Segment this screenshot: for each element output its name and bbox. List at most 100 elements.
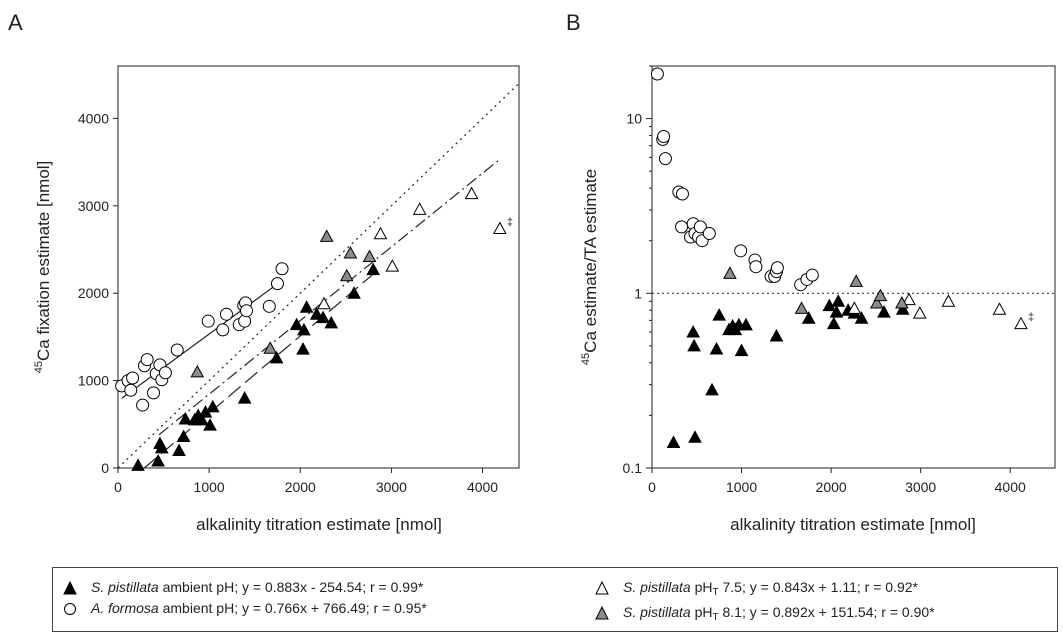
legend-fit: ; y = 0.883x - 254.54; r = 0.99*	[234, 579, 424, 595]
panel-b-x-tick-label: 4000	[995, 479, 1026, 495]
point-sp_amb	[296, 342, 310, 355]
point-af_amb	[693, 220, 707, 234]
panel-a-x-tick-label: 2000	[285, 479, 316, 495]
panel-a-frame	[117, 65, 520, 469]
point-sp_amb	[712, 308, 727, 321]
point-sp_amb	[324, 315, 339, 329]
legend-entry-sp-ph81: S. pistillata pHT 8.1; y = 0.892x + 151.…	[595, 603, 935, 623]
point-sp_81	[794, 301, 809, 314]
point-sp_amb	[739, 317, 753, 331]
point-af_amb	[749, 260, 763, 274]
fit-line-af_amb	[121, 281, 281, 399]
point-sp_amb	[877, 305, 891, 318]
point-af_amb	[147, 386, 161, 400]
point-sp_amb	[666, 435, 681, 448]
open-circle-icon	[64, 603, 76, 615]
fit-line-sp_75	[158, 158, 501, 436]
point-sp_75	[373, 226, 388, 240]
point-sp_amb	[709, 341, 724, 355]
point-sp_81	[362, 249, 377, 263]
panel-a-y-tick-label: 3000	[78, 198, 109, 214]
point-sp_amb	[289, 317, 304, 331]
panel-b-x-tick-label: 1000	[726, 479, 757, 495]
fit-line-identity	[117, 83, 520, 469]
panel-b-y-label-sup: 45	[580, 353, 592, 365]
point-af_amb	[158, 366, 172, 380]
point-sp_amb	[154, 440, 169, 454]
panel-a-x-tick-label: 4000	[467, 479, 498, 495]
point-sp_amb	[686, 325, 701, 338]
legend-species: S. pistillata	[623, 579, 691, 595]
point-sp_75	[412, 202, 427, 215]
point-af_amb	[262, 299, 276, 313]
legend-species: S. pistillata	[91, 579, 159, 595]
point-sp_amb	[299, 300, 314, 313]
legend-entry-sp-ambient: S. pistillata ambient pH; y = 0.883x - 2…	[63, 578, 423, 596]
black-triangle-icon	[63, 580, 77, 595]
panel-b-y-tick-label: 1	[634, 285, 642, 301]
panel-a-y-label-sup: 45	[33, 361, 45, 373]
point-af_amb	[270, 277, 284, 291]
point-af_amb	[216, 323, 230, 337]
point-sp_amb	[895, 302, 910, 315]
open-triangle-icon	[595, 580, 609, 595]
point-sp_amb	[269, 350, 284, 364]
panel-a-y-label-main: Ca fixation estimate [nmol]	[34, 161, 53, 361]
point-sp_amb	[316, 310, 330, 324]
gray-triangle-icon	[595, 605, 609, 620]
point-sp_75	[992, 302, 1007, 315]
point-sp_81	[343, 245, 358, 259]
panel-a-y-axis-label: 45Ca fixation estimate [nmol]	[33, 161, 53, 374]
point-sp_amb	[769, 328, 784, 342]
point-sp_81	[723, 266, 737, 279]
point-sp_amb	[801, 311, 816, 324]
panel-b-label: B	[566, 10, 581, 35]
panel-b-y-label-main: Ca estimate/TA estimate	[581, 169, 600, 353]
point-sp_75	[902, 292, 916, 306]
point-sp_75	[464, 186, 479, 200]
point-sp_amb	[705, 382, 719, 396]
panel-b-x-tick-label: 2000	[816, 479, 847, 495]
point-af_amb	[734, 244, 748, 258]
point-sp_amb	[297, 322, 311, 336]
point-sp_amb	[829, 305, 844, 318]
point-af_amb	[650, 67, 664, 81]
point-sp_81	[873, 288, 888, 302]
point-sp_81	[895, 295, 909, 309]
point-sp_75	[493, 221, 507, 235]
point-sp_amb	[734, 343, 749, 357]
point-sp_75	[941, 294, 956, 307]
panel-a-y-tick-label: 0	[101, 460, 109, 476]
legend-species: A. formosa	[91, 600, 159, 616]
panel-a-x-axis-label: alkalinity titration estimate [nmol]	[196, 515, 442, 534]
legend-box: S. pistillata ambient pH; y = 0.883x - 2…	[52, 567, 1058, 632]
point-af_amb	[126, 371, 140, 385]
point-sp_81	[869, 295, 884, 309]
panel-b-y-axis-label: 45Ca estimate/TA estimate	[580, 169, 600, 365]
figure-canvas: A 0 1000 2000 3000 4000 0 1000 2000 3000 4000 alk…	[8, 10, 1056, 534]
point-af_amb	[240, 304, 254, 318]
legend-species: S. pistillata	[623, 604, 691, 620]
point-af_amb	[657, 129, 671, 143]
point-sp_81	[339, 268, 354, 282]
panel-a-x-tick-label: 0	[114, 479, 122, 495]
point-sp_amb	[172, 443, 186, 457]
point-af_amb	[201, 314, 215, 328]
point-af_amb	[170, 343, 184, 357]
point-sp_amb	[176, 429, 191, 443]
point-af_amb	[658, 152, 672, 166]
panel-b-x-tick-label: 0	[648, 479, 656, 495]
point-sp_amb	[178, 412, 193, 425]
point-sp_amb	[309, 307, 324, 320]
point-sp_amb	[822, 298, 837, 312]
point-af_amb	[124, 383, 138, 397]
panel-b-y-tick-label: 0.1	[623, 460, 643, 476]
panel-a-y-tick-label: 4000	[78, 110, 109, 126]
point-af_amb	[675, 220, 689, 234]
point-sp_amb	[195, 412, 209, 426]
panel-a-x-tick-label: 3000	[376, 479, 407, 495]
point-sp_amb	[854, 311, 869, 324]
legend-subscript: T	[712, 612, 719, 623]
point-af_amb	[805, 268, 819, 282]
point-sp_amb	[687, 338, 701, 352]
